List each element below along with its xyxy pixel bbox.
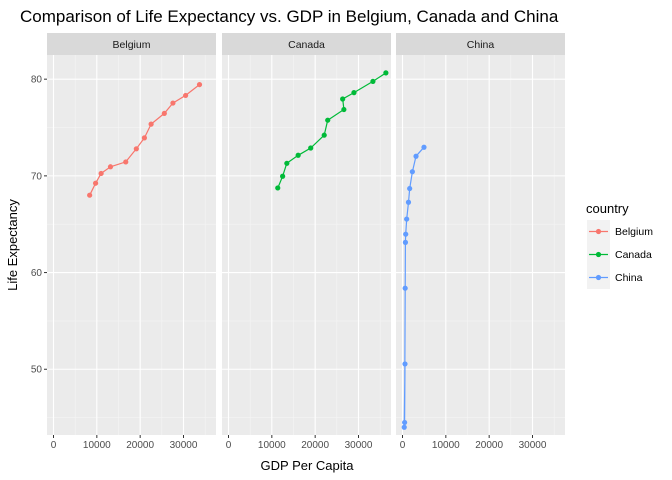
panel-background-canada <box>222 55 391 435</box>
data-point-china <box>402 239 409 245</box>
x-tick-label: 30000 <box>519 440 547 451</box>
data-point-belgium <box>92 180 99 186</box>
x-tick-label: 0 <box>51 440 57 451</box>
panel-china: China 0 10000 20000 30000 <box>396 33 565 451</box>
data-point-canada <box>275 185 281 191</box>
x-axis-title: GDP Per Capita <box>261 458 355 473</box>
data-point-belgium <box>141 135 148 141</box>
data-point-china <box>401 424 407 430</box>
data-point-belgium <box>107 164 114 170</box>
data-point-belgium <box>148 121 154 127</box>
data-point-china <box>421 144 427 150</box>
data-point-belgium <box>87 192 93 198</box>
x-tick-label: 10000 <box>432 440 460 451</box>
x-tick-label: 10000 <box>258 440 286 451</box>
data-point-canada <box>340 96 346 102</box>
y-tick-label: 80 <box>31 75 43 86</box>
y-tick-label: 70 <box>31 171 43 182</box>
data-point-canada <box>351 90 357 96</box>
data-point-china <box>407 185 413 192</box>
data-point-canada <box>284 160 290 166</box>
panel-background-belgium <box>47 55 216 435</box>
data-point-belgium <box>170 100 176 106</box>
data-point-canada <box>341 106 347 113</box>
data-point-belgium <box>133 146 139 152</box>
data-point-canada <box>295 152 301 158</box>
legend-item-canada: Canada <box>587 243 652 266</box>
legend-label-canada: Canada <box>615 249 652 261</box>
x-tick-label: 10000 <box>83 440 111 451</box>
y-tick-label: 50 <box>31 365 43 376</box>
panel-canada: Canada 0 10000 20000 30000 <box>222 33 391 451</box>
data-point-canada <box>370 78 376 84</box>
data-point-canada <box>321 132 327 138</box>
x-tick-label: 30000 <box>170 440 198 451</box>
y-tick-label: 60 <box>31 268 43 279</box>
legend-key-point-canada <box>595 251 602 258</box>
x-tick-label: 0 <box>226 440 232 451</box>
facet-strip-label-canada: Canada <box>288 39 325 51</box>
legend-item-belgium: Belgium <box>587 220 653 243</box>
facet-strip-canada <box>222 33 391 55</box>
x-tick-label: 20000 <box>475 440 503 451</box>
legend-label-china: China <box>615 272 643 284</box>
legend-key-point-belgium <box>595 228 602 235</box>
x-tick-label: 0 <box>400 440 406 451</box>
legend: country Belgium Canada China <box>586 201 653 289</box>
data-point-belgium <box>98 170 104 177</box>
data-point-canada <box>383 70 389 76</box>
data-point-china <box>403 231 409 237</box>
data-point-china <box>409 169 415 175</box>
y-axis-ticks: 50 60 70 80 <box>31 75 47 376</box>
x-tick-label: 20000 <box>126 440 154 451</box>
legend-item-china: China <box>587 266 643 289</box>
panel-background-china <box>396 55 565 435</box>
legend-title: country <box>586 201 629 216</box>
facet-strip-china <box>396 33 565 55</box>
facet-panels: Belgium 0 10000 20000 30000 Canada 0 10000 20000… <box>47 33 565 451</box>
data-point-china <box>405 199 412 205</box>
series-line-china <box>403 146 425 428</box>
legend-label-belgium: Belgium <box>615 226 653 238</box>
facet-strip-label-belgium: Belgium <box>113 39 151 51</box>
y-axis-title: Life Expectancy <box>5 199 20 291</box>
data-point-belgium <box>196 81 203 88</box>
facet-strip-label-china: China <box>467 39 495 51</box>
chart-title: Comparison of Life Expectancy vs. GDP in… <box>20 7 559 26</box>
data-point-canada <box>325 117 331 123</box>
x-tick-label: 20000 <box>301 440 329 451</box>
data-point-china <box>404 216 410 222</box>
data-point-china <box>402 285 408 291</box>
data-point-china <box>413 153 419 159</box>
x-tick-label: 30000 <box>345 440 373 451</box>
panel-belgium: Belgium 0 10000 20000 30000 <box>47 33 216 451</box>
data-point-china <box>402 419 408 426</box>
legend-key-point-china <box>595 274 602 281</box>
data-point-canada <box>280 173 286 179</box>
data-point-belgium <box>161 110 167 117</box>
data-point-canada <box>308 145 314 151</box>
data-point-china <box>402 361 408 367</box>
data-point-belgium <box>183 92 189 99</box>
data-point-belgium <box>123 159 129 165</box>
facet-strip-belgium <box>47 33 216 55</box>
